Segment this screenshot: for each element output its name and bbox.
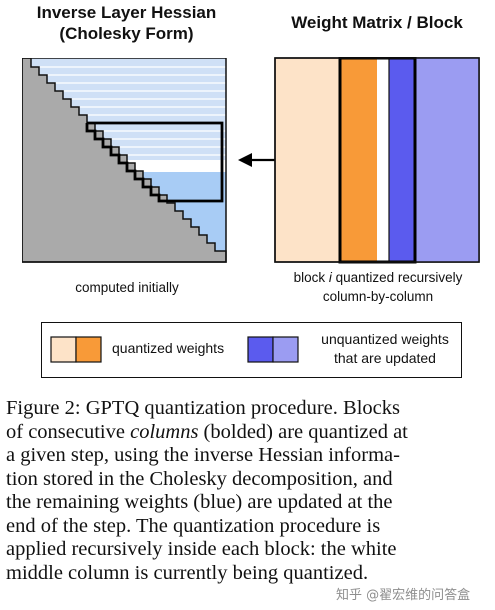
caption-line-7: applied recursively inside each block: t… — [6, 538, 397, 560]
watermark: 知乎 @翟宏维的问答盒 — [336, 588, 471, 603]
unquantized-legend-swatch — [247, 336, 299, 363]
unquantized-region — [415, 58, 479, 262]
caption-line-2-italic: columns — [130, 420, 199, 443]
unquantized-label-line1: unquantized weights — [321, 331, 449, 347]
left-panel-title: Inverse Layer Hessian (Cholesky Form) — [0, 2, 253, 44]
right-caption-line2: column-by-column — [322, 289, 434, 304]
weight-matrix-diagram — [274, 57, 480, 264]
caption-line-4: tion stored in the Cholesky decompositio… — [6, 467, 393, 490]
quantized-legend-swatch — [50, 336, 102, 363]
left-title-line2: (Cholesky Form) — [59, 24, 194, 43]
caption-line-5: the remaining weights (blue) are updated… — [6, 491, 393, 513]
hessian-border — [22, 58, 227, 263]
weight-matrix-border — [274, 57, 480, 263]
caption-line-8: middle column is currently being quantiz… — [6, 561, 369, 584]
caption-line-6: end of the step. The quantization proced… — [6, 514, 381, 537]
caption-line-2-pre: of consecutive — [6, 420, 131, 443]
right-caption-line1: block i quantized recursively — [262, 268, 494, 287]
legend: quantized weights unquantized weights th… — [41, 322, 462, 378]
caption-line-3: a given step, using the inverse Hessian … — [6, 444, 400, 466]
caption-line-2-post: (bolded) are quantized at — [198, 420, 408, 443]
hessian-diagram — [22, 58, 227, 263]
left-panel-caption: computed initially — [75, 280, 179, 295]
right-caption-post: quantized recursively — [331, 270, 463, 285]
left-title-line1: Inverse Layer Hessian — [36, 3, 217, 22]
figure-caption: Figure 2: GPTQ quantization procedure. B… — [6, 397, 488, 585]
unquantized-legend-label: unquantized weights that are updated — [310, 330, 460, 368]
right-panel-title: Weight Matrix / Block — [291, 13, 463, 32]
current-column — [377, 58, 389, 262]
caption-line-2: of consecutive columns (bolded) are quan… — [6, 421, 488, 445]
caption-line-1: Figure 2: GPTQ quantization procedure. B… — [6, 397, 400, 419]
hessian-bold-block — [85, 121, 224, 203]
right-caption-italic: i — [328, 270, 332, 285]
right-caption-pre: block — [293, 270, 329, 285]
quantized-block-column — [340, 58, 377, 262]
right-panel-caption: block i quantized recursively column-by-… — [262, 268, 494, 306]
unquantized-label-line2: that are updated — [334, 350, 436, 366]
unquantized-block-column — [389, 58, 415, 262]
quantized-legend-label: quantized weights — [112, 340, 225, 356]
